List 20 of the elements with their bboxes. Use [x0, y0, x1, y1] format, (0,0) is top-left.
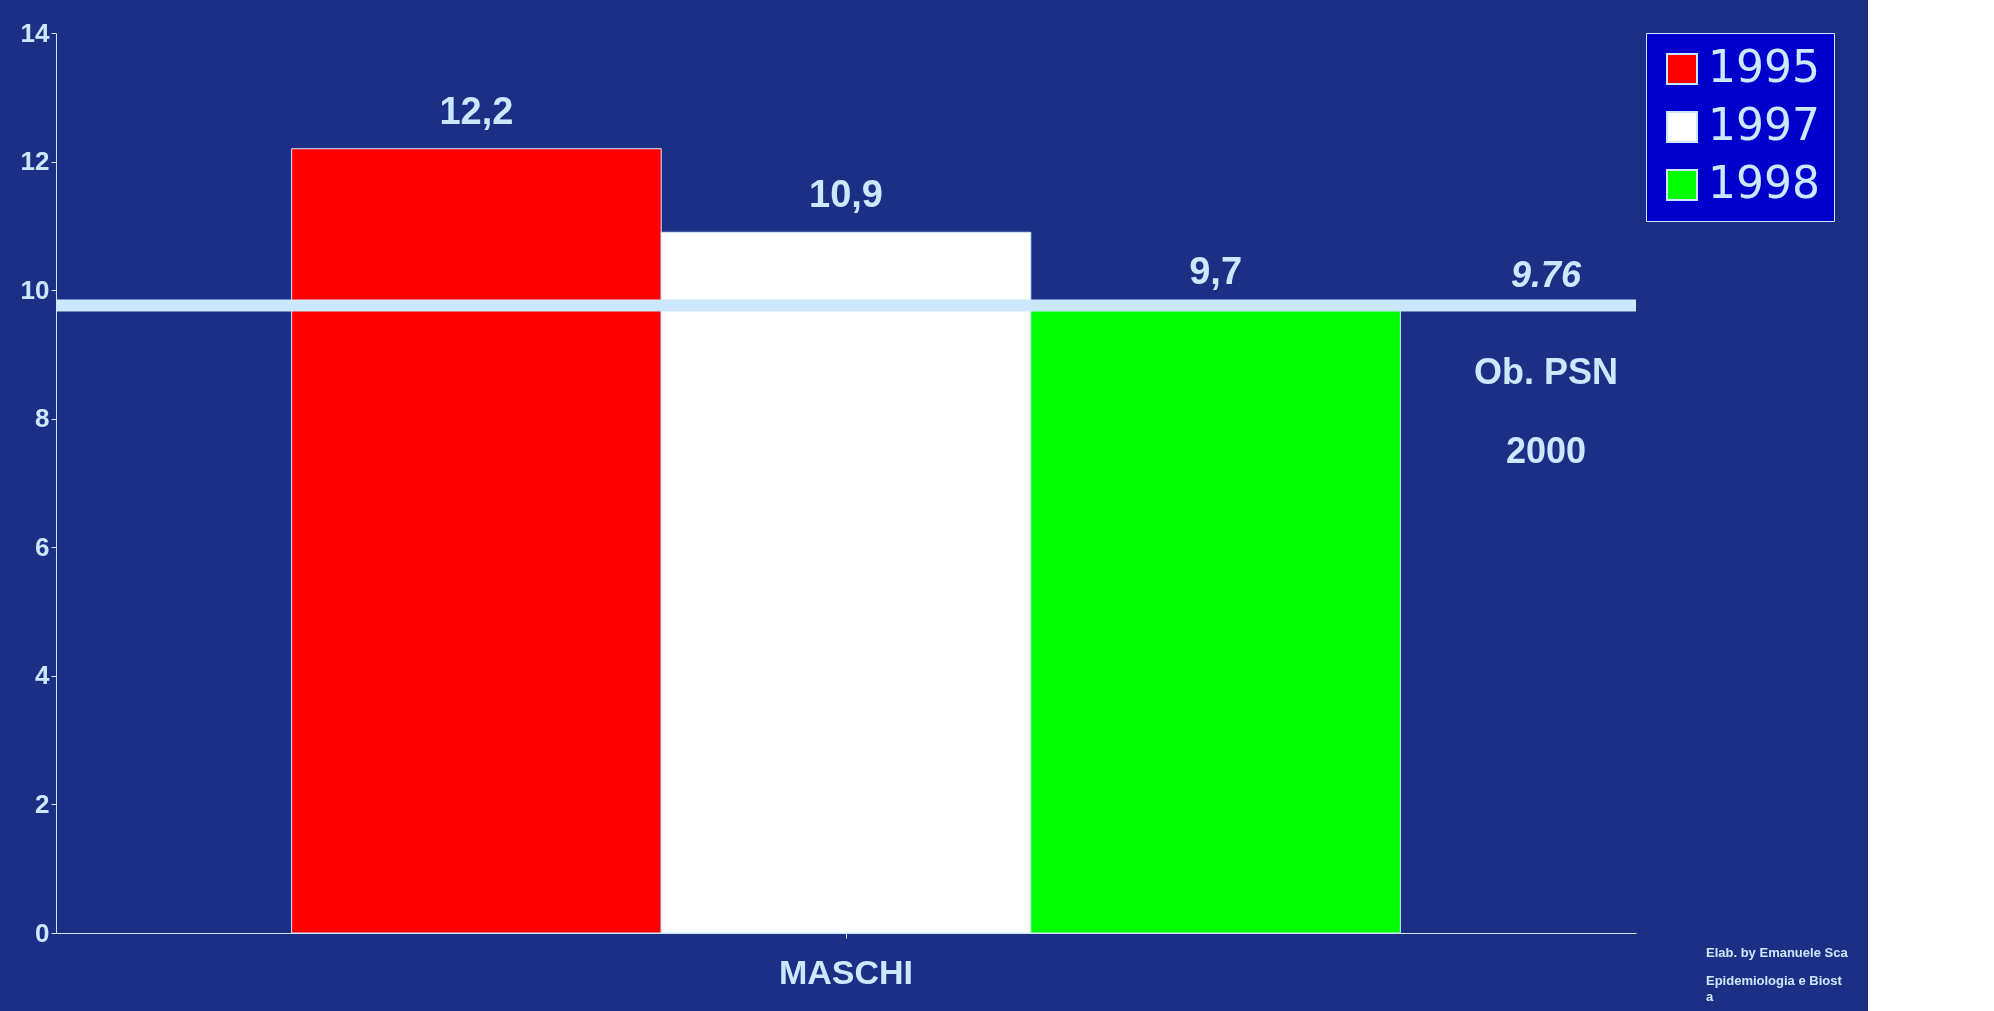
data-label: 9,7	[1189, 250, 1242, 293]
y-tick-label: 0	[35, 917, 50, 948]
y-tick-label: 6	[35, 531, 50, 562]
annotation: Ob. PSN 2000	[1473, 351, 1619, 472]
y-tick-label: 4	[35, 660, 51, 691]
ref-line-label: 9.76	[1510, 253, 1583, 295]
data-label: 12,2	[439, 89, 514, 132]
text: a	[1706, 989, 1714, 1004]
data-label: 10,9	[809, 173, 883, 216]
y-tick-label: 14	[20, 17, 51, 48]
y-tick-label: 10	[20, 274, 50, 305]
legend-label: 1998	[1708, 157, 1820, 208]
x-tick-label: MASCHI	[778, 952, 914, 991]
text: Elab. by Emanuele Sca	[1706, 945, 1849, 960]
text: Epidemiologia e Biost	[1706, 973, 1843, 988]
legend-label: 1995	[1708, 41, 1820, 92]
y-tick-label: 2	[35, 788, 50, 819]
legend-label: 1997	[1708, 99, 1820, 150]
y-tick-label: 12	[20, 146, 50, 177]
y-tick-label: 8	[35, 403, 50, 434]
